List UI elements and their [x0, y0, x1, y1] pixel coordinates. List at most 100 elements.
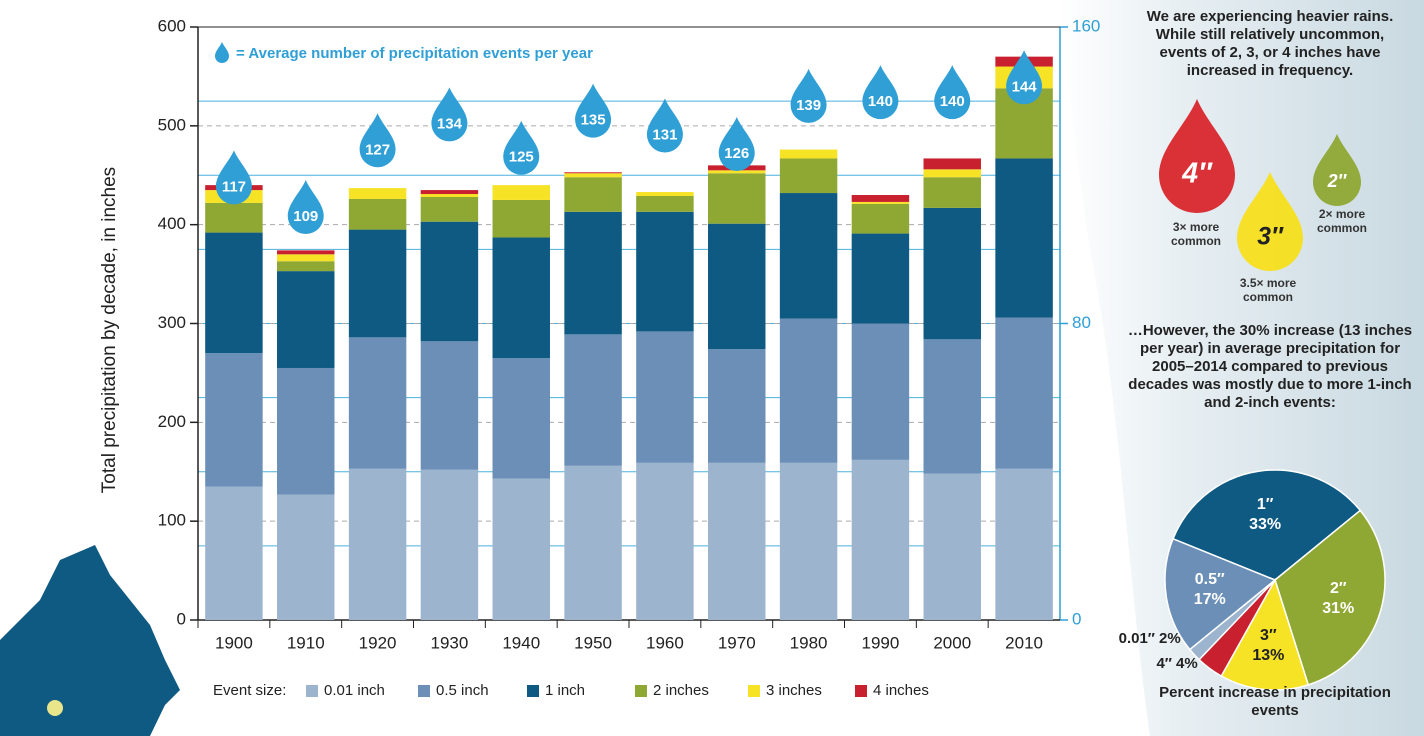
y-tick-label: 500	[158, 115, 186, 134]
bar-segment	[277, 261, 335, 272]
bar-segment	[277, 254, 335, 262]
drop-label: 140	[868, 93, 893, 110]
bar-segment	[708, 349, 766, 463]
bar-segment	[923, 207, 981, 340]
drop-label: 135	[581, 112, 606, 129]
bar-segment	[636, 211, 694, 332]
bar-segment	[348, 188, 407, 199]
legend-swatch	[635, 685, 647, 697]
bar-segment	[708, 173, 766, 224]
bar-segment	[779, 318, 838, 463]
bar-segment	[420, 190, 479, 195]
x-tick-label: 1950	[574, 633, 612, 652]
y-tick-label: 100	[158, 511, 186, 530]
pie-title: Percent increase in precipitation events	[1159, 684, 1391, 719]
bar-segment	[851, 323, 910, 460]
bar-segment	[708, 462, 766, 620]
x-tick-label: 1970	[718, 633, 756, 652]
drop-marker	[646, 98, 683, 153]
note: = Average number of precipitation events…	[236, 45, 593, 62]
callout-drop	[1237, 172, 1303, 271]
bar-segment	[492, 358, 550, 479]
bar-segment	[923, 158, 981, 170]
drop-marker	[575, 83, 612, 138]
drop-label: 125	[509, 149, 534, 166]
bar-segment	[492, 185, 550, 200]
bar-segment	[564, 177, 622, 212]
pie-value-label: 31%	[1322, 600, 1354, 617]
bar-segment	[420, 221, 479, 342]
drop-marker	[790, 68, 827, 123]
bar-segment	[277, 494, 335, 620]
x-tick-label: 1980	[790, 633, 828, 652]
headline: We are experiencing heavier rains. While…	[1146, 8, 1394, 79]
callout-drop	[1159, 99, 1235, 213]
x-tick-label: 1900	[215, 633, 253, 652]
drop-label: 109	[293, 208, 318, 225]
callout-label: 2″	[1327, 171, 1348, 191]
y-tick-label: 600	[158, 16, 186, 35]
legend-swatch	[418, 685, 430, 697]
bar-segment	[277, 367, 335, 495]
callout-note: 3× more common	[1170, 220, 1221, 248]
drop-label: 140	[940, 93, 965, 110]
bar-segment	[492, 237, 550, 359]
bar-segment	[851, 233, 910, 324]
pie-category-label: 2″	[1330, 580, 1347, 597]
legend-label: 0.01 inch	[324, 682, 385, 699]
callout-label: 4″	[1181, 158, 1213, 190]
drop-marker	[862, 65, 899, 120]
bar-segment	[205, 202, 263, 233]
bar-segment	[851, 459, 910, 620]
x-tick-label: 1990	[862, 633, 900, 652]
drop-marker	[718, 117, 755, 172]
drop-label: 126	[724, 145, 749, 162]
legend-label: 0.5 inch	[436, 682, 489, 699]
pie-slice	[1172, 469, 1362, 581]
bar-segment	[205, 353, 263, 487]
y-axis-label: Total precipitation by decade, in inches	[99, 167, 120, 493]
pie-value-label: 4%	[1176, 655, 1198, 672]
drop-label: 134	[437, 115, 463, 132]
drop-label: 139	[796, 97, 821, 114]
y2-tick-label: 80	[1072, 313, 1091, 332]
callout-label: 3″	[1257, 224, 1284, 251]
bar-segment	[995, 317, 1053, 469]
bar-segment	[564, 173, 622, 178]
bar-segment	[923, 177, 981, 208]
bar-segment	[205, 232, 263, 354]
bar-segment	[348, 468, 407, 620]
bar-segment	[851, 195, 910, 202]
callout-note: 3.5× more common	[1239, 276, 1297, 304]
legend-label: 3 inches	[766, 682, 822, 699]
drop-label: 131	[652, 126, 677, 143]
bar-segment	[923, 473, 981, 620]
bar-segment	[708, 223, 766, 350]
maine-map	[0, 545, 180, 736]
location-dot	[47, 700, 63, 716]
legend-swatch	[748, 685, 760, 697]
y2-tick-label: 160	[1072, 16, 1100, 35]
bar-segment	[564, 172, 622, 174]
bar-segment	[564, 211, 622, 335]
bar-segment	[779, 462, 838, 620]
drop-marker	[287, 180, 324, 235]
bar-segment	[277, 271, 335, 368]
bar-segment	[779, 149, 838, 159]
bar-segment	[420, 196, 479, 222]
x-tick-label: 1910	[287, 633, 325, 652]
legend-swatch	[527, 685, 539, 697]
bar-segment	[348, 229, 407, 338]
pie-category-label: 3″	[1260, 627, 1277, 644]
bar-segment	[420, 194, 479, 197]
drop-marker	[934, 65, 971, 120]
legend-label: 2 inches	[653, 682, 709, 699]
summary: …However, the 30% increase (13 inches pe…	[1127, 322, 1413, 411]
bar-segment	[995, 468, 1053, 620]
legend-title: Event size:	[213, 682, 286, 699]
x-tick-label: 1940	[502, 633, 540, 652]
bar-segment	[851, 203, 910, 234]
bar-segment	[205, 486, 263, 620]
pie-category-label: 4″	[1156, 655, 1172, 672]
